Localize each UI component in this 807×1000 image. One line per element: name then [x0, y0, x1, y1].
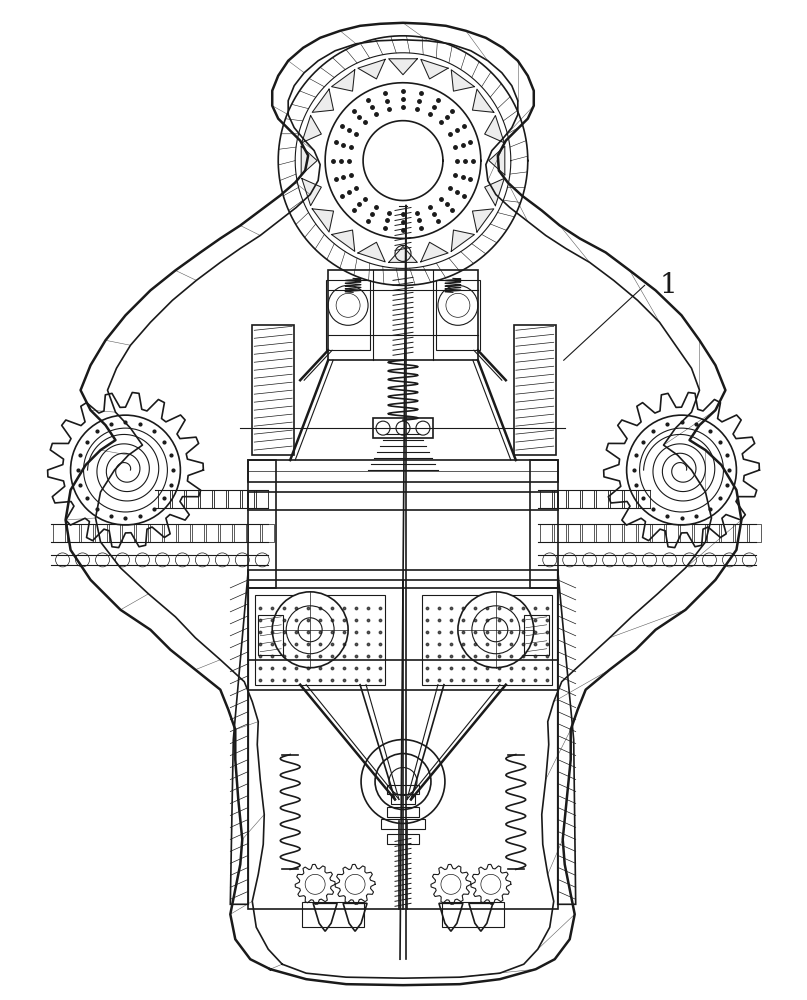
Polygon shape	[358, 242, 385, 262]
Bar	[302, 902, 364, 927]
Bar	[200, 490, 212, 508]
Bar	[693, 524, 705, 542]
Bar	[387, 785, 419, 794]
Polygon shape	[451, 70, 475, 91]
Bar	[165, 524, 177, 542]
Bar	[228, 490, 240, 508]
Circle shape	[416, 421, 430, 435]
Bar	[529, 460, 558, 588]
Bar	[387, 834, 419, 844]
Bar	[596, 524, 608, 542]
Bar	[178, 524, 190, 542]
Bar	[158, 490, 170, 508]
Bar	[651, 524, 663, 542]
Bar	[234, 524, 246, 542]
Bar	[249, 570, 558, 588]
Bar	[540, 524, 552, 542]
Bar	[220, 524, 232, 542]
Bar	[609, 490, 621, 508]
Bar	[422, 595, 552, 685]
Polygon shape	[301, 146, 317, 175]
Bar	[436, 280, 480, 350]
Polygon shape	[389, 59, 417, 75]
Bar	[257, 490, 268, 508]
Bar	[596, 490, 608, 508]
Bar	[258, 615, 283, 655]
Bar	[249, 580, 558, 909]
Polygon shape	[451, 230, 475, 251]
Bar	[391, 794, 415, 804]
Polygon shape	[472, 89, 494, 112]
Polygon shape	[312, 209, 333, 232]
Bar	[567, 524, 579, 542]
Bar	[381, 819, 425, 829]
Bar	[249, 460, 558, 482]
Bar	[514, 325, 556, 455]
Polygon shape	[485, 178, 504, 206]
Bar	[638, 490, 650, 508]
Bar	[173, 490, 184, 508]
Bar	[52, 524, 65, 542]
Bar	[442, 902, 504, 927]
Bar	[150, 524, 162, 542]
Text: 1: 1	[659, 272, 677, 299]
Bar	[94, 524, 107, 542]
Polygon shape	[302, 178, 321, 206]
Polygon shape	[420, 242, 448, 262]
Polygon shape	[332, 230, 355, 251]
Bar	[249, 460, 276, 588]
Bar	[249, 492, 558, 510]
Bar	[81, 524, 93, 542]
Bar	[136, 524, 148, 542]
Polygon shape	[389, 246, 417, 262]
Bar	[373, 418, 433, 438]
Bar	[554, 524, 566, 542]
Bar	[721, 524, 734, 542]
Bar	[186, 490, 199, 508]
Polygon shape	[489, 146, 505, 175]
Bar	[255, 595, 385, 685]
Polygon shape	[472, 209, 494, 232]
Bar	[582, 490, 594, 508]
Polygon shape	[312, 89, 333, 112]
Polygon shape	[485, 115, 504, 143]
Bar	[624, 490, 636, 508]
Bar	[624, 524, 636, 542]
Bar	[638, 524, 650, 542]
Bar	[582, 524, 594, 542]
Bar	[609, 524, 621, 542]
Bar	[666, 524, 678, 542]
Polygon shape	[358, 59, 385, 79]
Circle shape	[458, 592, 533, 668]
Polygon shape	[420, 59, 448, 79]
Bar	[708, 524, 720, 542]
Bar	[242, 490, 254, 508]
Polygon shape	[332, 70, 355, 91]
Bar	[123, 524, 135, 542]
Bar	[108, 524, 120, 542]
Bar	[735, 524, 747, 542]
Bar	[328, 270, 478, 360]
Bar	[679, 524, 692, 542]
Circle shape	[272, 592, 348, 668]
Bar	[249, 524, 260, 542]
Circle shape	[376, 421, 390, 435]
Bar	[326, 280, 370, 350]
Bar	[192, 524, 204, 542]
Bar	[67, 524, 78, 542]
Bar	[567, 490, 579, 508]
Bar	[540, 490, 552, 508]
Bar	[207, 524, 219, 542]
Bar	[215, 490, 226, 508]
Polygon shape	[302, 115, 321, 143]
Bar	[253, 325, 295, 455]
Bar	[750, 524, 761, 542]
Circle shape	[396, 421, 410, 435]
Bar	[524, 615, 549, 655]
Bar	[262, 524, 274, 542]
Circle shape	[361, 740, 445, 823]
Bar	[554, 490, 566, 508]
Bar	[387, 807, 419, 817]
